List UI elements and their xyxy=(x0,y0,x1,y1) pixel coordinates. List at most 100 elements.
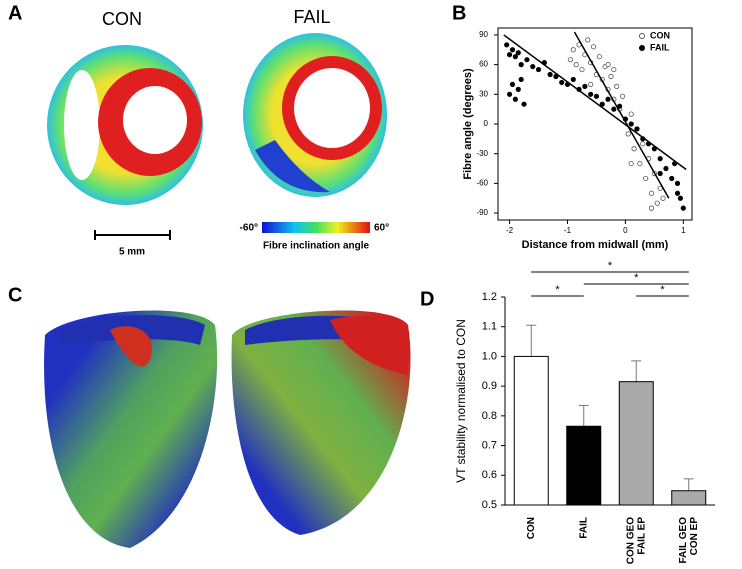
panel-label: B xyxy=(452,2,466,24)
y-tick-label: 1.2 xyxy=(482,291,497,303)
point xyxy=(585,37,591,43)
point xyxy=(677,195,684,201)
point xyxy=(628,111,634,117)
heart-fail xyxy=(231,310,411,535)
x-tick-label: CON GEO xyxy=(625,517,636,564)
y-tick-label: 1.1 xyxy=(482,321,497,333)
point xyxy=(518,62,524,68)
point xyxy=(640,141,646,147)
point xyxy=(547,71,553,78)
point xyxy=(599,101,605,107)
image-label: FAIL xyxy=(293,7,330,27)
point xyxy=(512,54,518,60)
y-axis-label: Fibre angle (degrees) xyxy=(462,68,474,180)
point xyxy=(637,160,643,167)
x-axis-label: Distance from midwall (mm) xyxy=(522,239,669,251)
point xyxy=(512,96,518,102)
point xyxy=(657,156,663,162)
point xyxy=(588,91,594,97)
point xyxy=(570,47,576,53)
x-tick-label: 0 xyxy=(623,226,628,235)
x-tick-label: FAIL EP xyxy=(636,517,647,555)
point xyxy=(628,121,634,127)
bar xyxy=(671,490,707,506)
legend-label: CON xyxy=(650,30,670,40)
point xyxy=(509,81,516,88)
point xyxy=(605,62,611,68)
point xyxy=(663,165,669,172)
point xyxy=(582,83,588,89)
y-tick-label: 30 xyxy=(479,89,488,98)
colorbar-min: -60° xyxy=(240,223,258,234)
point xyxy=(524,57,530,63)
fit-line xyxy=(573,31,670,199)
point xyxy=(535,66,542,73)
point xyxy=(605,96,611,102)
point xyxy=(608,73,614,80)
scale-bar-label: 5 mm xyxy=(119,247,145,258)
heart-con xyxy=(44,310,218,548)
point xyxy=(619,93,626,99)
x-tick-label: CON xyxy=(526,517,537,539)
point xyxy=(628,160,634,167)
point xyxy=(643,175,649,182)
point xyxy=(680,205,686,211)
point xyxy=(588,81,594,88)
colorbar-max: 60° xyxy=(374,223,389,234)
point xyxy=(648,205,655,211)
plot-frame xyxy=(497,27,693,221)
y-tick-label: 60 xyxy=(479,60,488,69)
point xyxy=(567,57,573,63)
y-tick-label: 0.7 xyxy=(482,439,497,451)
point xyxy=(509,47,516,53)
x-tick-label: FAIL xyxy=(578,517,589,539)
y-axis-label: VT stability normalised to CON xyxy=(454,319,468,483)
x-tick-label: -2 xyxy=(506,226,514,235)
point xyxy=(573,62,579,68)
y-tick-label: -90 xyxy=(476,208,488,217)
ring-con xyxy=(47,45,203,205)
y-tick-label: 0.9 xyxy=(482,380,497,392)
x-tick-label: -1 xyxy=(564,226,572,235)
point xyxy=(654,200,660,206)
y-tick-label: 0.6 xyxy=(482,469,497,481)
point xyxy=(518,76,524,83)
point xyxy=(660,195,666,201)
significance-label: * xyxy=(634,272,639,284)
y-tick-label: -60 xyxy=(476,178,488,187)
point xyxy=(657,170,663,177)
point xyxy=(631,146,637,152)
point xyxy=(521,101,527,107)
point xyxy=(674,180,681,186)
significance-label: * xyxy=(660,284,665,296)
point xyxy=(611,106,617,112)
y-tick-label: -30 xyxy=(476,149,488,158)
point xyxy=(674,190,681,196)
point xyxy=(634,126,640,132)
legend-marker xyxy=(639,45,645,51)
point xyxy=(596,54,602,60)
fit-line xyxy=(503,34,687,171)
bar xyxy=(618,381,654,506)
y-tick-label: 0.8 xyxy=(482,410,497,422)
y-tick-label: 0.5 xyxy=(482,499,497,511)
point xyxy=(570,76,576,83)
significance-label: * xyxy=(608,260,613,272)
legend-marker xyxy=(639,33,645,39)
y-tick-label: 90 xyxy=(479,30,488,39)
point xyxy=(515,50,521,56)
point xyxy=(657,185,663,191)
point xyxy=(506,91,513,97)
point xyxy=(506,52,513,58)
point xyxy=(579,66,585,73)
legend-label: FAIL xyxy=(650,42,670,52)
panel-label: A xyxy=(8,2,22,24)
x-tick-label: FAIL GEO xyxy=(678,517,689,564)
point xyxy=(530,63,536,70)
point xyxy=(559,79,565,86)
point xyxy=(648,190,655,196)
bar xyxy=(513,355,549,506)
point xyxy=(590,44,597,50)
point xyxy=(614,83,620,89)
